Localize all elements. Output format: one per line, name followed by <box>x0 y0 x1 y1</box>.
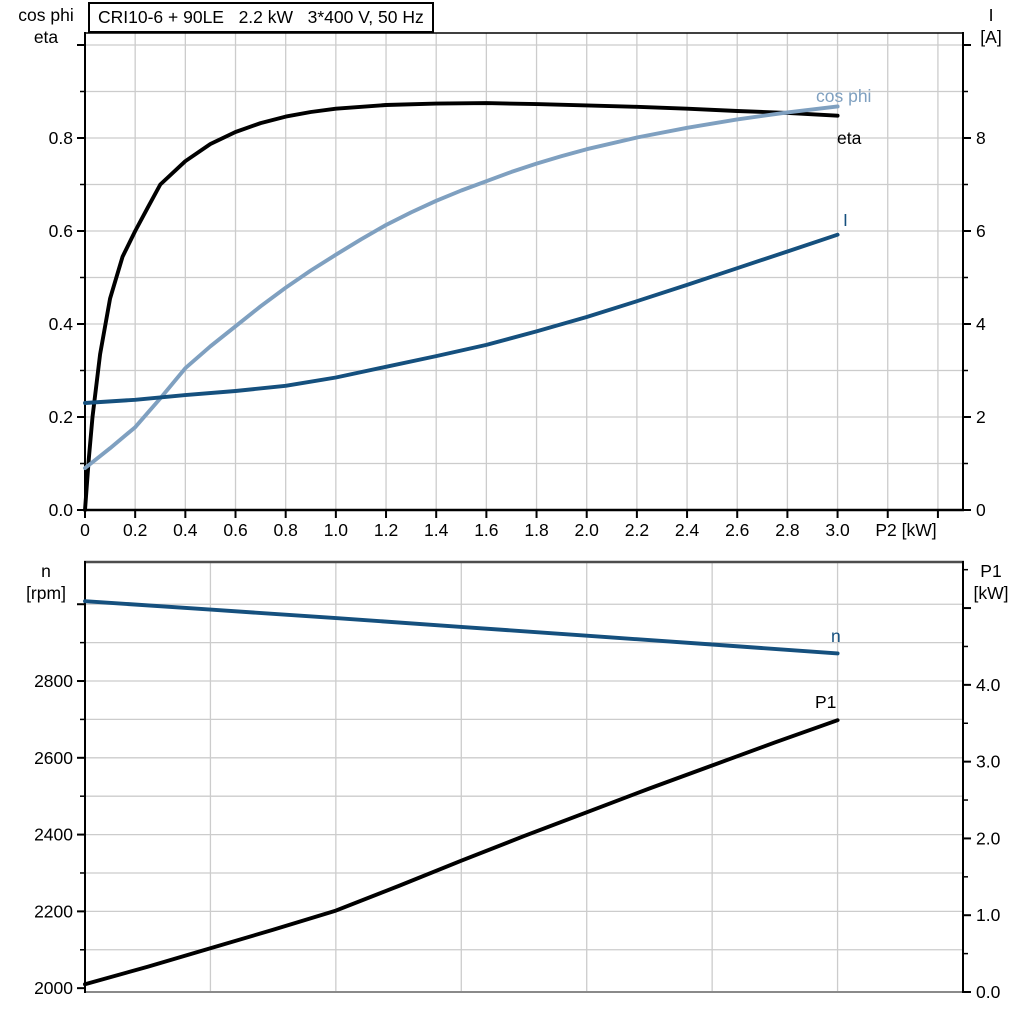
top-chart: 0.0 0.2 0.4 0.6 0.8 0 2 4 6 8 0 0.2 0.4 0.6 0.8 1.0 1.2 1… <box>49 32 986 540</box>
n-curve <box>83 599 840 656</box>
axis-title-line: [kW] <box>973 583 1009 603</box>
right-axis-tick-label: 8 <box>976 128 986 148</box>
x-axis-tick-label: 2.6 <box>725 520 749 540</box>
left-axis-tick-label: 2000 <box>34 978 73 998</box>
P1-curve <box>83 718 840 987</box>
x-axis-tick-label: 0 <box>80 520 90 540</box>
bottom-chart: 2000 2200 2400 2600 2800 0.0 1.0 2.0 3.0 4.0 <box>34 560 1001 1002</box>
x-axis-tick-label: 0.4 <box>173 520 198 540</box>
eta-curve <box>83 101 840 512</box>
left-axis-tick-label: 2400 <box>34 825 73 845</box>
left-axis-tick-label: 2600 <box>34 748 73 768</box>
axis-title-line: eta <box>33 27 59 47</box>
right-axis-tick-label: 0.0 <box>976 982 1001 1002</box>
speed-curve-label: n <box>831 626 841 646</box>
axis-title-line: [rpm] <box>26 583 66 603</box>
x-axis-title: P2 [kW] <box>875 520 936 540</box>
eta-curve-label: eta <box>837 128 862 148</box>
x-axis-tick-label: 2.2 <box>625 520 649 540</box>
x-axis-tick-label: 0.6 <box>223 520 247 540</box>
x-axis-tick-label: 1.4 <box>424 520 449 540</box>
right-axis-tick-label: 4.0 <box>976 675 1001 695</box>
x-axis-tick-label: 2.8 <box>775 520 799 540</box>
left-axis-tick-label: 0.0 <box>49 500 74 520</box>
cos-phi-curve-label: cos phi <box>816 86 872 106</box>
right-axis-tick-label: 2 <box>976 407 986 427</box>
right-axis-tick-label: 2.0 <box>976 828 1001 848</box>
current-curve-label: I <box>843 210 848 230</box>
x-axis-tick-label: 2.0 <box>575 520 600 540</box>
x-axis-tick-label: 2.4 <box>675 520 700 540</box>
left-axis-tick-label: 0.8 <box>49 128 73 148</box>
right-axis-tick-label: 0 <box>976 500 986 520</box>
bottom-right-axis-title: P1 [kW] <box>960 560 1022 604</box>
left-axis-tick-label: 2800 <box>34 671 73 691</box>
left-axis-tick-label: 0.4 <box>49 314 74 334</box>
x-axis-tick-label: 1.6 <box>474 520 498 540</box>
cos-phi-curve <box>83 104 840 471</box>
x-axis-tick-label: 1.0 <box>324 520 349 540</box>
left-axis-tick-label: 2200 <box>34 901 73 921</box>
right-axis-tick-label: 4 <box>976 314 986 334</box>
I-curve <box>83 232 840 405</box>
left-axis-tick-label: 0.6 <box>49 221 73 241</box>
axis-title-line: P1 <box>980 561 1002 581</box>
x-axis-tick-label: 3.0 <box>825 520 850 540</box>
right-axis-tick-label: 1.0 <box>976 905 1001 925</box>
x-axis-tick-label: 1.8 <box>524 520 548 540</box>
right-axis-tick-label: 3.0 <box>976 752 1001 772</box>
axis-title-line: I <box>988 5 994 25</box>
left-axis-tick-label: 0.2 <box>49 407 73 427</box>
top-right-axis-title: I [A] <box>962 4 1020 48</box>
axis-title-line: n <box>41 561 51 581</box>
p1-curve-label: P1 <box>815 692 837 712</box>
chart-title-box: CRI10-6 + 90LE 2.2 kW 3*400 V, 50 Hz <box>88 2 434 33</box>
x-axis-tick-label: 1.2 <box>374 520 398 540</box>
top-left-axis-title: cos phi eta <box>5 4 87 48</box>
x-axis-tick-label: 0.2 <box>123 520 147 540</box>
right-axis-tick-label: 6 <box>976 221 986 241</box>
x-axis-tick-label: 0.8 <box>274 520 298 540</box>
bottom-left-axis-title: n [rpm] <box>5 560 87 604</box>
axis-title-line: cos phi <box>18 5 74 25</box>
axis-title-line: [A] <box>980 27 1002 47</box>
